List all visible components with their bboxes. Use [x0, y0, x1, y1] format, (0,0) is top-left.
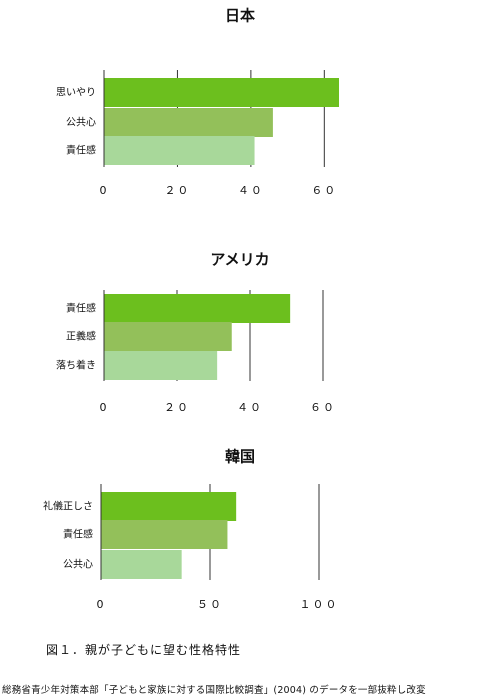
- tick-label: 0: [100, 184, 109, 197]
- chart-title: 韓国: [225, 448, 255, 466]
- bar: [101, 520, 228, 549]
- chart-title: 日本: [225, 7, 255, 25]
- bar: [101, 550, 182, 579]
- tick-label: ２０: [164, 184, 190, 197]
- bar: [104, 351, 218, 380]
- category-label: 落ち着き: [56, 359, 96, 372]
- category-label: 正義感: [66, 330, 96, 343]
- tick-label: ６０: [310, 401, 336, 414]
- tick-label: ４０: [238, 184, 264, 197]
- bar: [101, 492, 237, 521]
- tick-label: ４０: [237, 401, 263, 414]
- category-label: 公共心: [66, 117, 96, 129]
- tick-label: ５０: [197, 598, 223, 611]
- category-label: 責任感: [66, 302, 96, 315]
- category-label: 礼儀正しさ: [43, 500, 93, 513]
- bar: [104, 322, 232, 351]
- bar: [104, 136, 255, 165]
- bar: [104, 108, 273, 137]
- bar: [104, 78, 339, 107]
- category-label: 思いやり: [56, 87, 96, 99]
- figure-caption: 図１．親が子どもに望む性格特性: [46, 643, 242, 657]
- source-note: 総務省青少年対策本部「子どもと家族に対する国際比較調査」(2004) のデータを…: [2, 685, 426, 696]
- category-label: 公共心: [63, 559, 93, 571]
- bar: [104, 294, 291, 323]
- tick-label: ６０: [311, 184, 337, 197]
- chart-title: アメリカ: [210, 251, 269, 269]
- tick-label: ２０: [164, 401, 190, 414]
- tick-label: 0: [100, 401, 109, 414]
- category-label: 責任感: [66, 144, 96, 157]
- category-label: 責任感: [63, 528, 93, 541]
- tick-label: １００: [300, 598, 339, 611]
- tick-label: 0: [97, 598, 106, 611]
